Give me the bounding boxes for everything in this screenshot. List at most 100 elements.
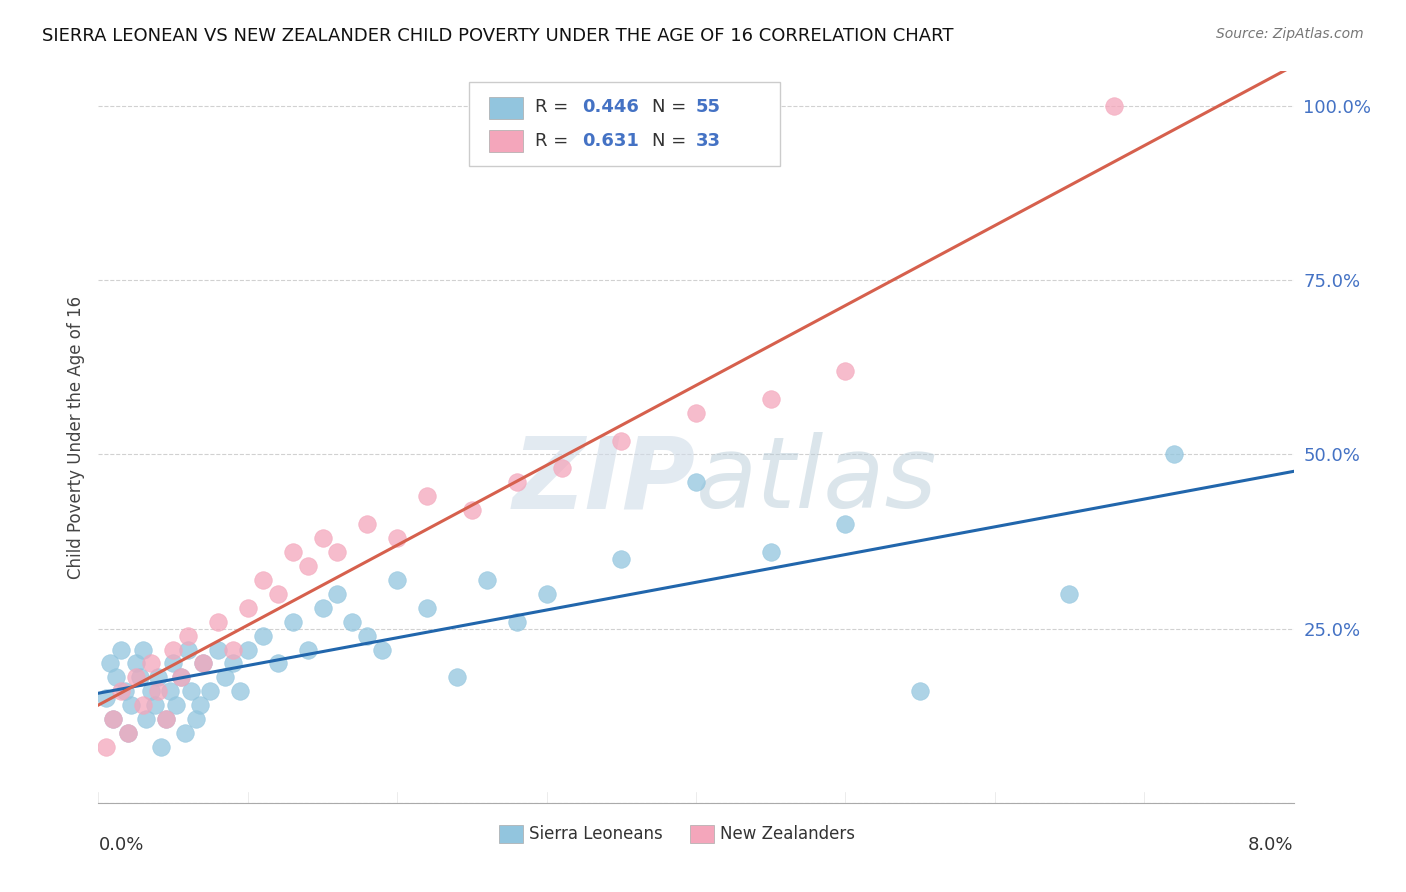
Point: [110, 684, 132, 698]
Text: 0.631: 0.631: [582, 132, 640, 150]
Point: [103, 712, 125, 726]
Point: [506, 615, 529, 629]
Text: SIERRA LEONEAN VS NEW ZEALANDER CHILD POVERTY UNDER THE AGE OF 16 CORRELATION CH: SIERRA LEONEAN VS NEW ZEALANDER CHILD PO…: [42, 27, 953, 45]
Point: [356, 629, 378, 643]
Text: 0.446: 0.446: [582, 98, 640, 116]
Point: [610, 434, 633, 448]
Point: [1163, 448, 1185, 462]
Point: [135, 712, 157, 726]
Point: [229, 684, 252, 698]
Point: [908, 684, 931, 698]
Point: [150, 740, 173, 755]
Point: [184, 712, 207, 726]
Point: [132, 698, 155, 713]
Point: [834, 364, 856, 378]
Point: [180, 684, 202, 698]
Point: [191, 657, 214, 671]
Point: [267, 587, 290, 601]
Point: [252, 629, 274, 643]
Point: [120, 698, 142, 713]
Point: [174, 726, 197, 740]
Text: ZIP: ZIP: [513, 433, 696, 530]
Point: [222, 642, 245, 657]
Point: [236, 642, 259, 657]
Point: [834, 517, 856, 532]
Point: [207, 642, 229, 657]
FancyBboxPatch shape: [470, 82, 780, 167]
Text: New Zealanders: New Zealanders: [720, 824, 855, 843]
Point: [139, 657, 162, 671]
Point: [177, 629, 200, 643]
Point: [759, 392, 782, 406]
Text: N =: N =: [652, 98, 692, 116]
Point: [114, 684, 136, 698]
Point: [311, 600, 333, 615]
Point: [311, 531, 333, 545]
Point: [685, 406, 707, 420]
Text: R =: R =: [534, 132, 574, 150]
Y-axis label: Child Poverty Under the Age of 16: Child Poverty Under the Age of 16: [66, 295, 84, 579]
Point: [446, 670, 468, 684]
Point: [214, 670, 236, 684]
Point: [1104, 99, 1126, 113]
FancyBboxPatch shape: [489, 130, 523, 152]
Point: [371, 642, 394, 657]
Point: [117, 726, 139, 740]
Point: [94, 691, 117, 706]
Text: Sierra Leoneans: Sierra Leoneans: [529, 824, 662, 843]
Point: [461, 503, 484, 517]
Point: [143, 698, 166, 713]
Point: [125, 657, 148, 671]
Point: [139, 684, 162, 698]
Point: [416, 489, 439, 503]
Text: atlas: atlas: [696, 433, 938, 530]
Point: [169, 670, 191, 684]
Point: [165, 698, 187, 713]
Point: [281, 615, 304, 629]
Text: 33: 33: [696, 132, 721, 150]
Point: [159, 684, 181, 698]
Point: [110, 642, 132, 657]
Point: [252, 573, 274, 587]
Point: [610, 552, 633, 566]
Point: [267, 657, 290, 671]
Point: [685, 475, 707, 490]
Text: 8.0%: 8.0%: [1249, 836, 1294, 854]
Point: [129, 670, 152, 684]
Point: [200, 684, 222, 698]
Point: [94, 740, 117, 755]
Point: [297, 642, 319, 657]
FancyBboxPatch shape: [489, 97, 523, 119]
Point: [475, 573, 498, 587]
Point: [103, 712, 125, 726]
Point: [162, 657, 184, 671]
Text: R =: R =: [534, 98, 574, 116]
Point: [105, 670, 128, 684]
Point: [155, 712, 177, 726]
Point: [148, 670, 170, 684]
Text: 55: 55: [696, 98, 721, 116]
Point: [191, 657, 214, 671]
Point: [385, 531, 409, 545]
Point: [169, 670, 191, 684]
Point: [125, 670, 148, 684]
Point: [1059, 587, 1081, 601]
Text: N =: N =: [652, 132, 692, 150]
Point: [117, 726, 139, 740]
Point: [281, 545, 304, 559]
Point: [506, 475, 529, 490]
Point: [326, 545, 349, 559]
Point: [236, 600, 259, 615]
Point: [222, 657, 245, 671]
Point: [162, 642, 184, 657]
Point: [385, 573, 409, 587]
Point: [98, 657, 122, 671]
Point: [188, 698, 211, 713]
Point: [132, 642, 155, 657]
Point: [416, 600, 439, 615]
FancyBboxPatch shape: [690, 825, 714, 843]
Point: [550, 461, 572, 475]
Point: [759, 545, 782, 559]
Text: Source: ZipAtlas.com: Source: ZipAtlas.com: [1216, 27, 1364, 41]
FancyBboxPatch shape: [499, 825, 523, 843]
